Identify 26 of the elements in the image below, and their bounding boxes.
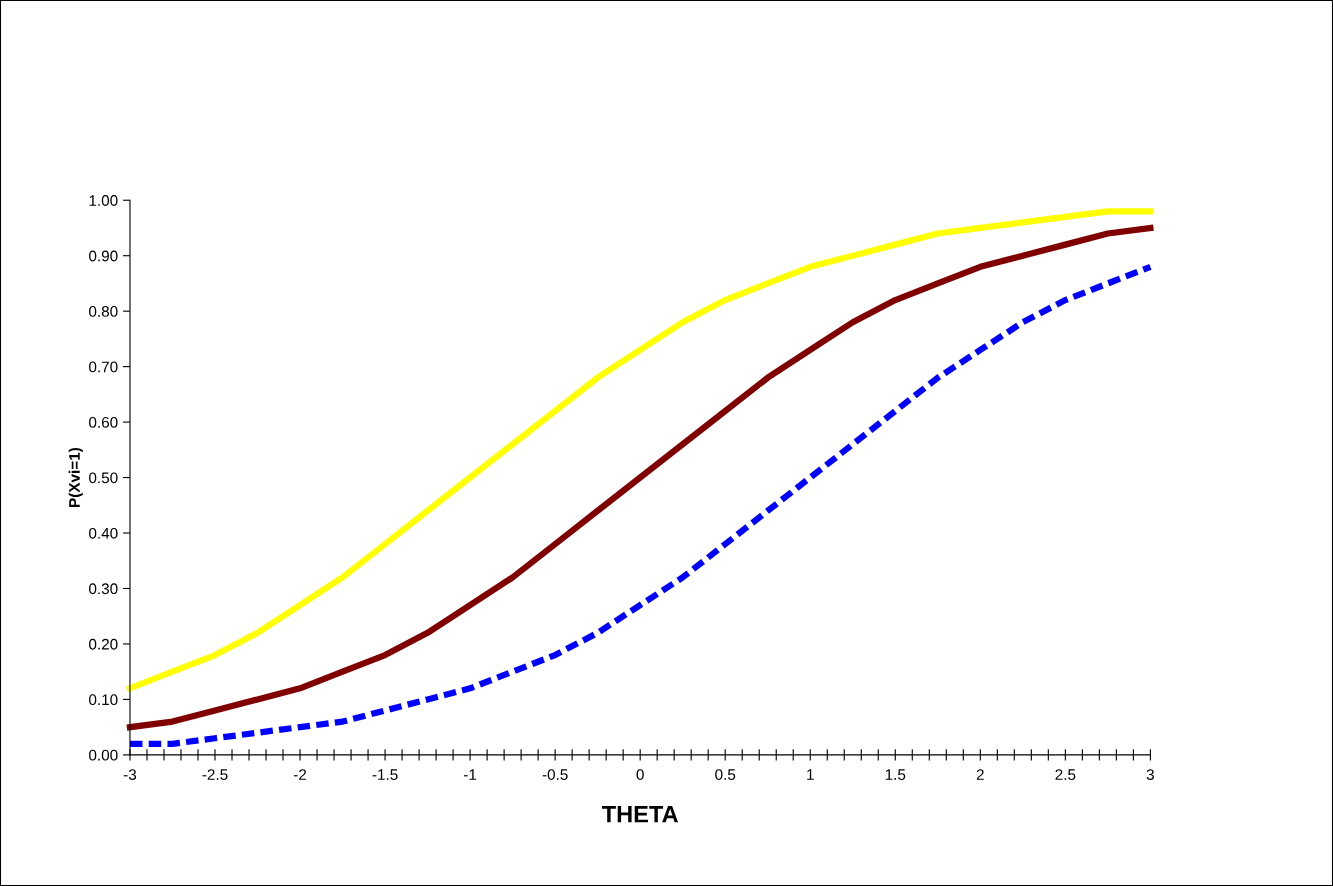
y-tick-label: 0.10 — [89, 694, 118, 706]
x-axis-title: THETA — [601, 806, 679, 823]
y-tick-label: 0.30 — [89, 583, 118, 595]
y-tick-label: 0.90 — [89, 250, 118, 262]
x-tick-label: 2.5 — [1055, 769, 1076, 780]
y-tick-label: 0.80 — [89, 306, 118, 317]
x-tick-label: 1.5 — [885, 769, 906, 780]
y-tick-label: 1.00 — [89, 195, 118, 206]
y-tick-label: 0.60 — [89, 416, 118, 428]
x-tick-label: -2.5 — [202, 769, 228, 780]
x-tick-label: -3 — [123, 769, 137, 780]
x-tick-label: -2 — [293, 769, 307, 780]
x-tick-label: -1.5 — [372, 769, 398, 780]
x-tick-label: 3 — [1146, 769, 1154, 780]
x-tick-label: -1 — [463, 769, 477, 780]
y-tick-label: 0.70 — [89, 361, 118, 373]
y-tick-label: 0.20 — [89, 638, 118, 650]
y-tick-label: 0.40 — [89, 527, 118, 539]
y-tick-label: 0.00 — [89, 749, 118, 761]
x-tick-label: 1 — [807, 769, 814, 780]
y-axis-title: P(Xvi=1) — [68, 447, 83, 507]
x-tick-label: -0.5 — [542, 769, 568, 780]
x-tick-label: 0 — [636, 769, 644, 780]
x-tick-label: 0.5 — [715, 769, 736, 780]
y-tick-label: 0.50 — [89, 472, 118, 484]
x-tick-label: 2 — [976, 769, 984, 780]
